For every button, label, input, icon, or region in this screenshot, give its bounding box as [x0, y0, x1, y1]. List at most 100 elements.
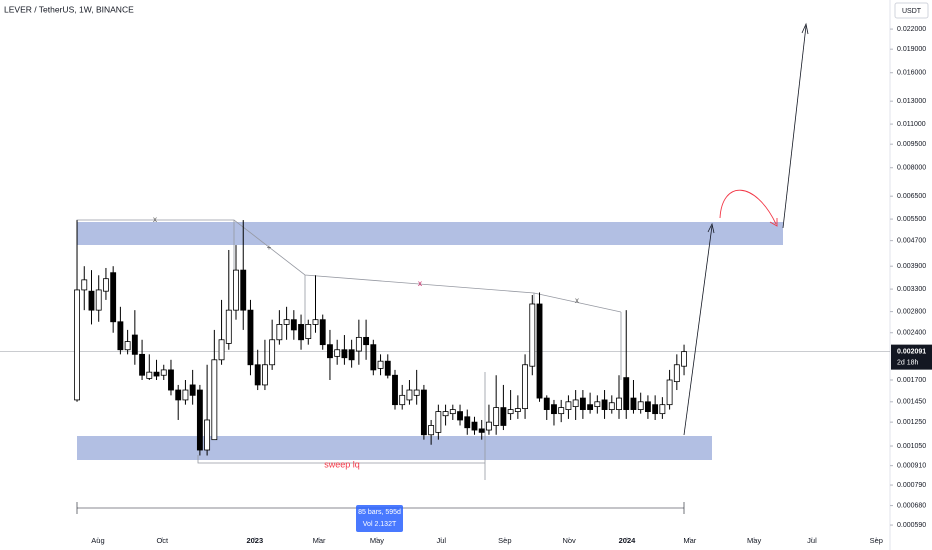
- y-tick-label: 0.001450: [897, 399, 926, 406]
- y-tick-label: 0.003900: [897, 263, 926, 270]
- arrow: [782, 25, 807, 229]
- y-tick-label: 0.019000: [897, 46, 926, 53]
- marker: x: [575, 296, 579, 305]
- x-tick-label: 2023: [246, 536, 263, 545]
- chart-title: LEVER / TetherUS, 1W, BINANCE: [4, 4, 134, 14]
- y-tick-label: 0.001700: [897, 377, 926, 384]
- candle-body: [319, 319, 326, 346]
- x-tick-label: May: [370, 536, 384, 545]
- candle-body: [630, 397, 637, 410]
- marker: x: [153, 215, 157, 224]
- currency-box: [894, 2, 929, 19]
- y-tick-label: 0.008000: [897, 165, 926, 172]
- countdown: 2d 18h: [897, 359, 919, 366]
- candle-body: [146, 371, 153, 379]
- curve-arrow: [719, 189, 777, 225]
- candle-body: [601, 399, 608, 410]
- y-tick-label: 0.001050: [897, 443, 926, 450]
- candle-body: [399, 394, 406, 406]
- candle-body: [211, 359, 218, 441]
- candle-body: [168, 369, 174, 391]
- candle-body: [312, 319, 319, 325]
- candle-body: [377, 360, 384, 369]
- candle-body: [644, 401, 651, 412]
- candle-body: [608, 402, 615, 410]
- candle-body: [478, 428, 485, 433]
- candle-body: [247, 309, 254, 366]
- y-tick-label: 0.011000: [897, 121, 926, 128]
- x-tick-label: Jul: [807, 536, 817, 545]
- marker: x: [418, 279, 422, 288]
- candle-body: [348, 349, 355, 361]
- candle-body: [124, 341, 131, 351]
- candle-body: [139, 353, 145, 376]
- candle-body: [117, 321, 124, 351]
- last-price-box: [891, 344, 932, 370]
- candle-body: [182, 389, 189, 401]
- candle-body: [507, 409, 514, 415]
- candle-body: [652, 404, 659, 415]
- candle-body: [189, 384, 196, 396]
- sweep-label: sweep lq: [324, 459, 360, 469]
- candle-body: [341, 349, 348, 359]
- candle-body: [110, 272, 117, 323]
- y-tick-label: 0.003300: [897, 286, 926, 293]
- candle-body: [392, 374, 398, 406]
- candle-body: [493, 407, 500, 426]
- y-tick-label: 0.000680: [897, 502, 926, 509]
- candle-body: [442, 411, 449, 417]
- candle-body: [457, 411, 463, 421]
- candle-body: [81, 279, 88, 291]
- candle-body: [276, 324, 283, 341]
- candle-body: [290, 319, 297, 331]
- arrow-head: [707, 222, 715, 234]
- candle-body: [486, 421, 492, 431]
- y-tick-label: 0.006500: [897, 193, 926, 200]
- candle-body: [449, 409, 456, 415]
- candle-body: [74, 289, 80, 401]
- candle-body: [88, 290, 95, 311]
- x-tick-label: Mar: [313, 536, 326, 545]
- range-label: 85 bars, 595d: [358, 509, 401, 516]
- candle-body: [572, 399, 579, 408]
- candle-body: [196, 389, 203, 451]
- candle-body: [659, 404, 666, 415]
- candle-body: [464, 416, 471, 429]
- candle-body: [153, 371, 160, 377]
- candle-body: [673, 364, 680, 383]
- y-tick-label: 0.009500: [897, 141, 926, 148]
- resistance-zone: [77, 222, 783, 245]
- candle-body: [529, 303, 536, 367]
- volume-label: Vol 2.132T: [363, 521, 397, 528]
- currency: USDT: [902, 8, 922, 15]
- x-tick-label: Jul: [436, 536, 446, 545]
- support-zone: [77, 436, 712, 460]
- y-tick-label: 0.002800: [897, 308, 926, 315]
- x-tick-label: May: [747, 536, 761, 545]
- candle-body: [616, 397, 622, 410]
- last-price-label: 0.002091: [897, 348, 926, 355]
- x-tick-label: Oct: [156, 536, 169, 545]
- candle-body: [363, 336, 370, 346]
- candle-body: [327, 344, 333, 359]
- y-tick-label: 0.004700: [897, 237, 926, 244]
- candle-body: [95, 289, 102, 311]
- candle-body: [435, 411, 442, 433]
- candle-body: [594, 401, 601, 408]
- candle-body: [579, 397, 586, 410]
- candle-body: [681, 351, 687, 367]
- candle-body: [305, 324, 312, 339]
- candle-body: [384, 360, 391, 376]
- candle-body: [500, 407, 507, 426]
- marker: +: [267, 243, 272, 252]
- candle-body: [204, 419, 211, 451]
- candle-body: [420, 389, 427, 436]
- candle-body: [428, 425, 435, 436]
- candle-body: [233, 269, 239, 311]
- candle-body: [283, 319, 290, 325]
- x-tick-label: Sep: [498, 536, 511, 545]
- candle-body: [269, 339, 276, 366]
- candle-body: [131, 334, 138, 355]
